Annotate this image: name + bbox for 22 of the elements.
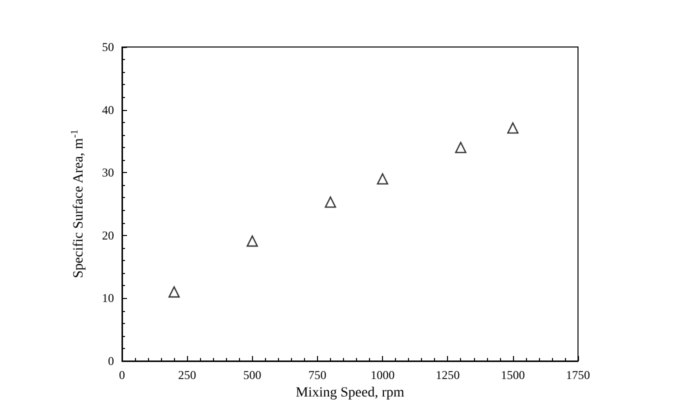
point <box>507 122 519 134</box>
y-tick-label: 10 <box>102 291 114 306</box>
y-tick-label: 0 <box>108 354 114 368</box>
x-tick-label: 0 <box>119 368 125 382</box>
y-tick-label: 20 <box>102 228 114 242</box>
y-tick-label: 50 <box>102 40 114 54</box>
x-tick-label: 750 <box>308 368 326 382</box>
point <box>324 196 336 208</box>
point <box>246 235 258 247</box>
x-tick-label: 250 <box>178 368 196 382</box>
x-tick-label: 1750 <box>566 368 590 382</box>
y-axis-title: Specific Surface Area, m-1 <box>70 129 86 278</box>
y-tick-label: 40 <box>102 102 114 117</box>
x-tick-label: 1250 <box>436 368 460 382</box>
point <box>455 142 466 154</box>
x-tick-label: 1000 <box>370 368 395 382</box>
x-tick-label: 1500 <box>500 368 525 382</box>
x-axis-title: Mixing Speed, rpm <box>296 385 404 400</box>
x-tick-label: 500 <box>243 368 262 382</box>
y-tick-label: 30 <box>102 166 114 180</box>
point <box>168 286 180 298</box>
point <box>376 173 388 185</box>
